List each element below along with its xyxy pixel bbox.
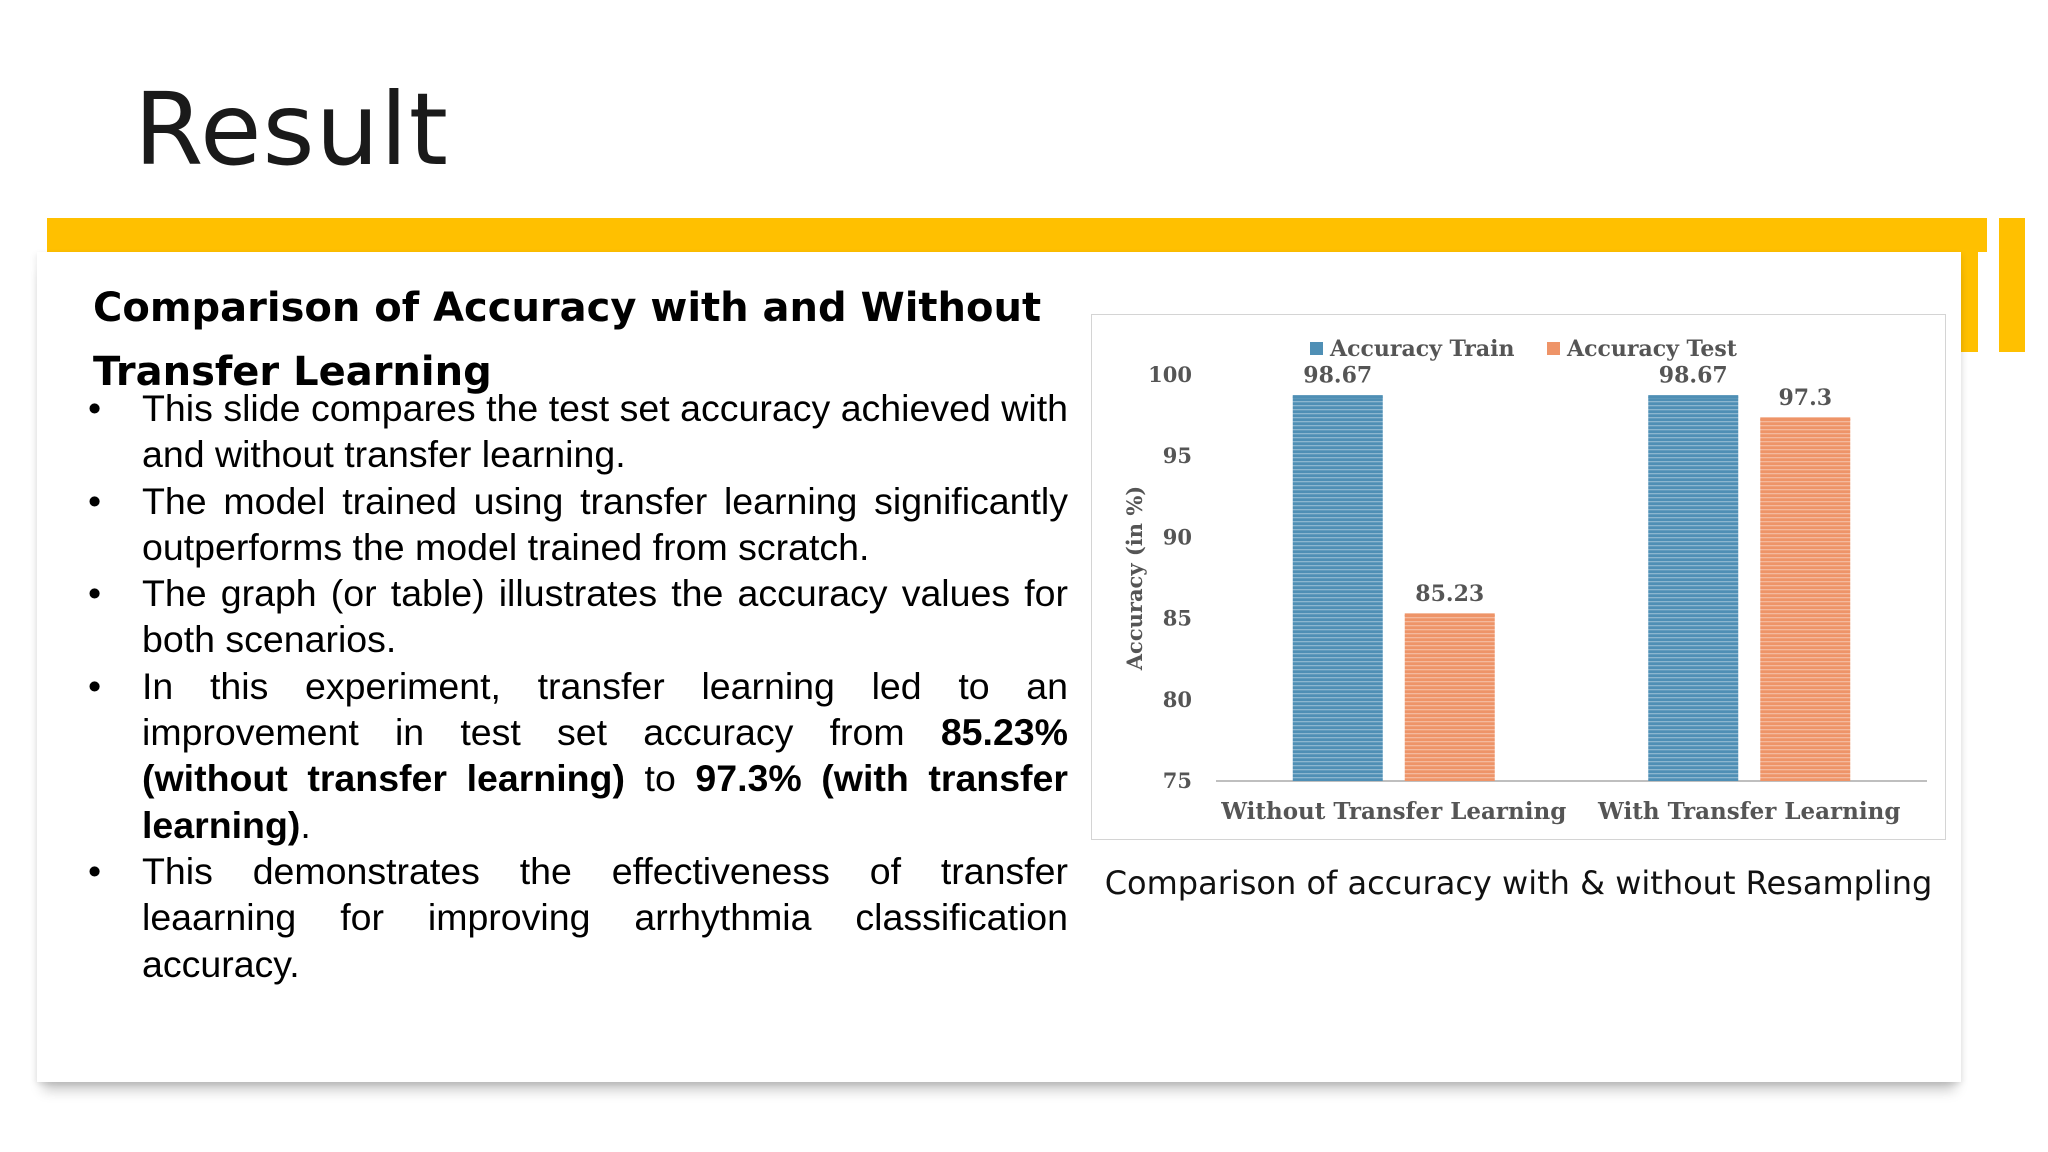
data-label: 98.67 bbox=[1659, 363, 1728, 389]
bullet-marker: • bbox=[88, 664, 102, 707]
accent-bar bbox=[47, 218, 1987, 252]
bullet-text: This demonstrates the effectiveness of t… bbox=[142, 849, 1068, 985]
bullet-text: to bbox=[624, 757, 696, 800]
bullet-marker: • bbox=[88, 572, 102, 615]
accent-vertical-bar-outer bbox=[1999, 218, 2025, 352]
bullet-marker: • bbox=[88, 849, 102, 892]
slide-title: Result bbox=[134, 71, 449, 188]
legend-swatch bbox=[1310, 342, 1323, 355]
chart-frame: 75 80 85 90 95 100 Accuracy (in %) 98.67 85.23 Wi… bbox=[1091, 314, 1946, 840]
bullet-marker: • bbox=[88, 479, 102, 522]
bar bbox=[1760, 418, 1851, 781]
bullet-text-bold: 85.23% (without transfer learning) bbox=[142, 711, 1068, 800]
data-label: 85.23 bbox=[1415, 581, 1484, 607]
data-label: 98.67 bbox=[1303, 363, 1372, 389]
legend-label: Accuracy Test bbox=[1566, 336, 1738, 362]
x-tick-label: Without Transfer Learning bbox=[1220, 798, 1566, 825]
bar bbox=[1648, 396, 1739, 781]
bullet-item: • In this experiment, transfer learning l… bbox=[88, 663, 1068, 848]
bullet-item: • This demonstrates the effectiveness of … bbox=[88, 848, 1068, 987]
bullet-text: . bbox=[300, 803, 311, 846]
y-tick-label: 85 bbox=[1163, 606, 1192, 631]
bullet-text-bold: 97.3% (with transfer learning) bbox=[142, 757, 1068, 846]
legend-swatch bbox=[1547, 342, 1560, 355]
y-axis-label: Accuracy (in %) bbox=[1122, 486, 1147, 672]
bullet-item: • This slide compares the test set accura… bbox=[88, 385, 1068, 478]
legend-label: Accuracy Train bbox=[1329, 336, 1515, 362]
accent-vertical-bar bbox=[1956, 218, 1978, 352]
accuracy-bar-chart: 75 80 85 90 95 100 Accuracy (in %) 98.67 85.23 Wi… bbox=[1122, 336, 1927, 825]
x-tick-label: With Transfer Learning bbox=[1597, 798, 1900, 825]
section-heading: Comparison of Accuracy with and Without … bbox=[93, 285, 1042, 395]
bullet-text: This slide compares the test set accurac… bbox=[142, 387, 1068, 476]
bullet-item: • The graph (or table) illustrates the ac… bbox=[88, 570, 1068, 663]
y-tick-label: 95 bbox=[1163, 443, 1192, 468]
bullet-text: In this experiment, transfer learning le… bbox=[142, 664, 1068, 754]
bullet-item: • The model trained using transfer learni… bbox=[88, 478, 1068, 571]
data-label: 97.3 bbox=[1778, 385, 1832, 411]
y-tick-label: 100 bbox=[1148, 362, 1192, 387]
bullet-list: • This slide compares the test set accura… bbox=[88, 385, 1068, 987]
y-tick-label: 90 bbox=[1163, 524, 1192, 549]
y-tick-label: 75 bbox=[1163, 768, 1192, 793]
bullet-text: The graph (or table) illustrates the acc… bbox=[142, 572, 1068, 661]
bar bbox=[1404, 614, 1495, 781]
bar bbox=[1292, 396, 1383, 781]
bullet-marker: • bbox=[88, 387, 102, 429]
y-tick-label: 80 bbox=[1163, 687, 1192, 712]
chart-caption: Comparison of accuracy with & without Re… bbox=[1104, 864, 1933, 902]
bullet-text: The model trained using transfer learnin… bbox=[142, 479, 1068, 568]
